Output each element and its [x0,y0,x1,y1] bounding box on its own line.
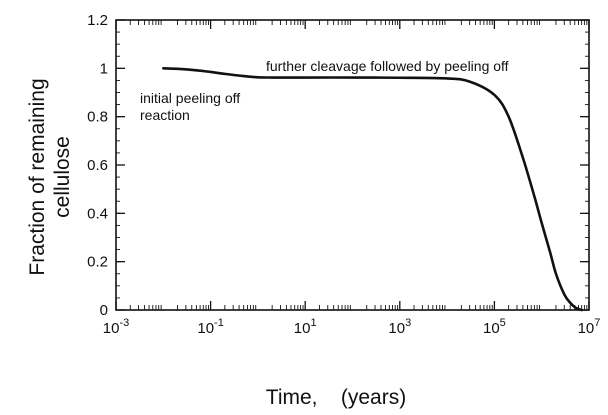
y-tick-label: 0.4 [87,205,108,222]
annotation-text: initial peeling off [140,90,240,106]
x-tick-label: 10-3 [103,317,129,337]
x-axis-title: Time, (years) [266,386,406,409]
y-axis: 0 0.2 0.4 0.6 0.8 1 1.2 [87,12,589,319]
y-axis-title-line-2: cellulose [51,136,74,218]
x-tick-label: 10-1 [197,317,223,337]
annotation-text: reaction [140,107,190,123]
y-tick-label: 1 [100,60,108,77]
x-tick-label: 107 [578,317,601,337]
y-tick-label: 0.8 [87,109,108,126]
annotation-text: further cleavage followed by peeling off [266,58,509,74]
annotations: further cleavage followed by peeling off… [140,58,509,123]
y-tick-label: 0.2 [87,254,108,271]
y-tick-label: 0 [100,302,108,319]
x-tick-label: 101 [294,317,317,337]
y-tick-label: 0.6 [87,157,108,174]
series-line-0 [162,67,583,312]
x-tick-label: 103 [388,317,411,337]
x-tick-label: 105 [483,317,506,337]
series-layer [162,67,583,312]
y-tick-label: 1.2 [87,12,108,29]
y-axis-title-line-1: Fraction of remaining [26,78,49,275]
x-axis: 10-3 10-1 101 103 105 107 [103,20,601,337]
